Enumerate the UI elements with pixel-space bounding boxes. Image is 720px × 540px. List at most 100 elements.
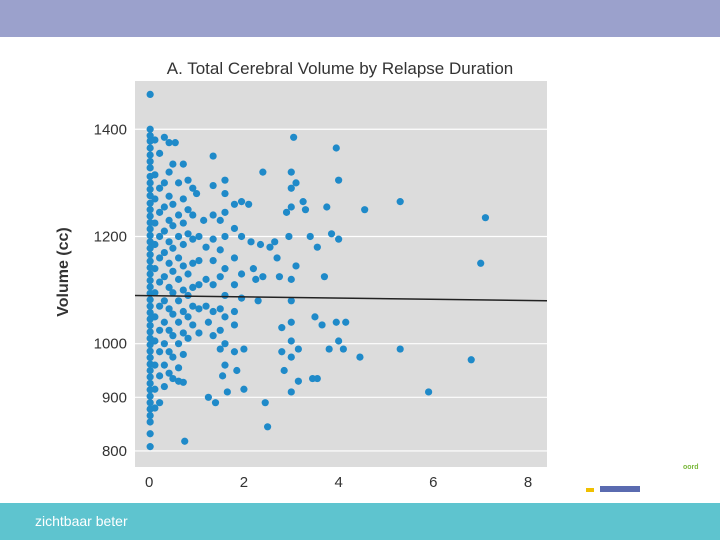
data-point — [165, 139, 173, 147]
data-point — [156, 326, 164, 334]
data-point — [195, 329, 203, 337]
data-point — [292, 179, 300, 187]
data-point — [146, 443, 154, 451]
data-point — [221, 265, 229, 273]
data-point — [306, 232, 314, 241]
data-point — [146, 231, 154, 239]
data-point — [237, 198, 246, 206]
data-point — [211, 399, 220, 407]
data-point — [230, 200, 239, 208]
data-point — [160, 382, 168, 391]
data-point — [184, 176, 192, 184]
data-point — [156, 372, 164, 380]
data-point — [294, 377, 302, 385]
data-point — [292, 262, 300, 270]
data-point — [179, 195, 187, 203]
data-point — [146, 399, 154, 407]
data-point — [146, 225, 154, 233]
data-point — [221, 313, 229, 321]
data-point — [160, 297, 168, 305]
data-point — [467, 356, 475, 364]
data-point — [146, 144, 154, 152]
data-point — [181, 437, 189, 445]
data-point — [169, 289, 177, 297]
y-tick-label: 900 — [102, 389, 127, 406]
data-point — [339, 345, 347, 353]
data-point — [290, 133, 298, 141]
data-point — [160, 248, 168, 257]
data-point — [282, 208, 291, 216]
data-point — [204, 318, 213, 326]
data-point — [237, 270, 246, 278]
data-point — [200, 216, 208, 224]
data-point — [332, 144, 340, 152]
data-point — [256, 240, 265, 249]
data-point — [156, 348, 164, 356]
data-point — [146, 296, 154, 304]
data-point — [151, 219, 159, 227]
data-point — [146, 347, 154, 355]
data-point — [313, 374, 321, 383]
data-point — [179, 378, 187, 386]
data-point — [287, 337, 295, 345]
data-point — [156, 254, 164, 262]
data-point — [240, 385, 248, 393]
data-point — [209, 152, 217, 160]
data-point — [287, 318, 295, 326]
data-point — [165, 305, 173, 313]
top-banner — [0, 0, 720, 37]
data-point — [179, 160, 187, 168]
data-point — [335, 176, 343, 184]
data-point — [184, 334, 192, 342]
trend-line — [134, 294, 548, 302]
data-point — [151, 265, 159, 273]
data-point — [165, 259, 173, 267]
data-point — [169, 267, 177, 275]
x-tick-label: 2 — [240, 474, 248, 491]
data-point — [160, 133, 168, 141]
bottom-banner — [0, 503, 720, 540]
logo-fragment — [586, 486, 640, 492]
data-point — [192, 189, 201, 198]
data-point — [146, 125, 154, 133]
data-point — [209, 256, 217, 265]
data-point — [165, 326, 173, 334]
data-point — [169, 353, 177, 361]
x-tick-label: 6 — [429, 474, 437, 491]
data-point — [146, 321, 154, 330]
data-point — [287, 275, 295, 283]
data-point — [266, 243, 274, 251]
data-point — [189, 283, 197, 292]
data-point — [287, 388, 295, 396]
data-point — [160, 340, 168, 348]
data-point — [221, 232, 229, 241]
data-point — [165, 192, 173, 200]
data-point — [174, 364, 183, 372]
data-point — [230, 307, 239, 316]
data-point — [156, 208, 164, 216]
data-point — [342, 318, 350, 326]
data-point — [216, 246, 224, 254]
data-point — [233, 366, 241, 375]
x-tick-label: 8 — [524, 474, 532, 491]
data-point — [160, 361, 168, 369]
data-point — [237, 232, 246, 241]
data-point — [287, 297, 295, 305]
data-point — [320, 273, 329, 281]
plot-background — [135, 81, 547, 467]
data-point — [273, 254, 281, 262]
data-point — [179, 219, 187, 227]
data-point — [249, 265, 257, 273]
data-point — [195, 281, 203, 289]
data-point — [195, 232, 203, 241]
data-point — [189, 321, 197, 329]
data-point — [174, 211, 183, 219]
data-point — [151, 171, 159, 179]
data-point — [230, 254, 239, 262]
data-point — [287, 353, 295, 361]
data-point — [165, 168, 173, 176]
data-point — [156, 184, 164, 192]
data-point — [252, 275, 260, 283]
data-point — [396, 345, 404, 353]
data-point — [216, 216, 224, 224]
